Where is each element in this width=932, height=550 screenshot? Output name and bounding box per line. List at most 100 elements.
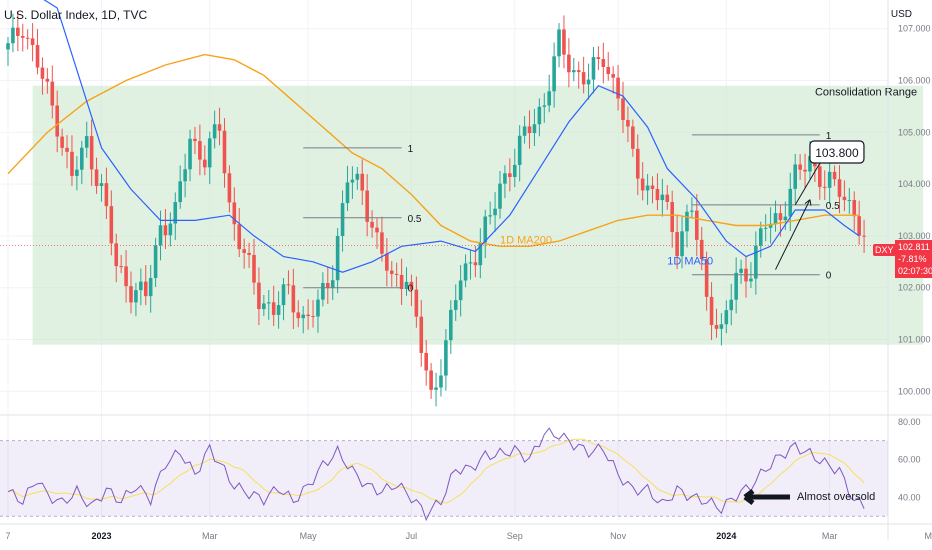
candle bbox=[645, 173, 650, 205]
price-change: -7.81% bbox=[898, 254, 927, 264]
candle-body bbox=[330, 280, 335, 288]
candle-body bbox=[768, 223, 773, 228]
candle bbox=[616, 64, 620, 111]
candle bbox=[168, 212, 173, 247]
candle-body bbox=[80, 147, 84, 170]
candle-body bbox=[552, 56, 556, 92]
candle-body bbox=[104, 183, 109, 207]
candle-body bbox=[749, 278, 753, 282]
candle-body bbox=[429, 370, 433, 390]
candle-body bbox=[758, 228, 763, 246]
candle-body bbox=[321, 282, 325, 300]
candle-body bbox=[719, 324, 724, 329]
candle-body bbox=[488, 215, 492, 217]
candle bbox=[252, 238, 256, 295]
candle-body bbox=[286, 284, 291, 286]
candle-body bbox=[557, 29, 561, 57]
candle bbox=[75, 156, 79, 191]
candle-body bbox=[262, 303, 266, 310]
candle-body bbox=[198, 141, 202, 160]
candle-body bbox=[389, 270, 394, 274]
candle bbox=[370, 210, 374, 238]
candle bbox=[326, 266, 330, 304]
candle bbox=[276, 291, 281, 329]
candle-body bbox=[690, 210, 694, 212]
price-box: 102.811 -7.81% 02:07:30 bbox=[895, 240, 932, 278]
candle-body bbox=[350, 179, 355, 183]
rsi-line bbox=[7, 427, 865, 522]
candle bbox=[724, 300, 729, 334]
candle bbox=[306, 299, 310, 330]
candle bbox=[143, 265, 148, 306]
candle-body bbox=[483, 216, 488, 243]
candle bbox=[493, 192, 497, 232]
candle-body bbox=[414, 289, 419, 317]
candle bbox=[562, 15, 566, 69]
candle-body bbox=[704, 259, 709, 297]
candle bbox=[517, 125, 522, 182]
candle bbox=[227, 165, 232, 213]
candle-body bbox=[40, 67, 45, 79]
candle-body bbox=[114, 243, 119, 267]
candle-body bbox=[655, 188, 660, 201]
candle bbox=[109, 190, 114, 256]
candle bbox=[719, 313, 724, 346]
candle bbox=[188, 129, 192, 182]
candle bbox=[542, 93, 547, 123]
price-axis-tick: 104.000 bbox=[898, 179, 931, 189]
candle bbox=[463, 254, 468, 288]
candle bbox=[857, 200, 861, 245]
oversold-note: Almost oversold bbox=[797, 491, 875, 503]
candle-body bbox=[281, 284, 286, 306]
candle bbox=[754, 231, 758, 295]
candle-body bbox=[508, 173, 512, 177]
candle bbox=[522, 116, 527, 144]
candle-body bbox=[631, 126, 635, 149]
candle bbox=[483, 209, 488, 259]
candle bbox=[409, 274, 414, 306]
candle-body bbox=[640, 178, 645, 191]
candle-body bbox=[503, 173, 507, 184]
candle-body bbox=[419, 316, 424, 353]
price-axis-tick: 107.000 bbox=[898, 24, 931, 34]
candle bbox=[380, 216, 384, 262]
candle-body bbox=[601, 59, 606, 67]
arrowhead bbox=[804, 199, 812, 206]
candle bbox=[680, 216, 684, 269]
candle-body bbox=[237, 224, 242, 250]
candle-body bbox=[119, 266, 123, 268]
candle-body bbox=[301, 314, 305, 319]
candle-body bbox=[567, 54, 571, 73]
candle bbox=[242, 238, 246, 269]
candle-body bbox=[45, 78, 50, 82]
candle-body bbox=[306, 314, 310, 317]
candle-body bbox=[276, 305, 281, 315]
candle-body bbox=[572, 70, 576, 73]
candle bbox=[424, 339, 428, 386]
candle bbox=[16, 11, 20, 52]
time-axis-tick: May bbox=[924, 531, 932, 541]
candle-body bbox=[729, 299, 734, 311]
candle bbox=[512, 148, 517, 188]
candle-body bbox=[193, 138, 197, 142]
candle bbox=[581, 56, 586, 94]
candle-body bbox=[89, 136, 94, 170]
candle-body bbox=[75, 169, 79, 176]
candle-body bbox=[512, 164, 517, 177]
candle-body bbox=[449, 309, 453, 341]
chart-title: U.S. Dollar Index, 1D, TVC bbox=[4, 8, 148, 22]
candle bbox=[635, 134, 640, 196]
symbol-badge: DXY bbox=[873, 244, 896, 256]
candle-body bbox=[188, 138, 192, 170]
candle-body bbox=[375, 227, 379, 233]
candle-body bbox=[832, 171, 837, 180]
candle-body bbox=[537, 106, 542, 125]
candle-body bbox=[30, 38, 35, 46]
candle-body bbox=[60, 136, 64, 148]
candle-body bbox=[527, 126, 532, 134]
candle bbox=[503, 165, 507, 199]
candle bbox=[129, 271, 133, 314]
candle-body bbox=[257, 282, 261, 310]
candle-body bbox=[148, 278, 153, 297]
